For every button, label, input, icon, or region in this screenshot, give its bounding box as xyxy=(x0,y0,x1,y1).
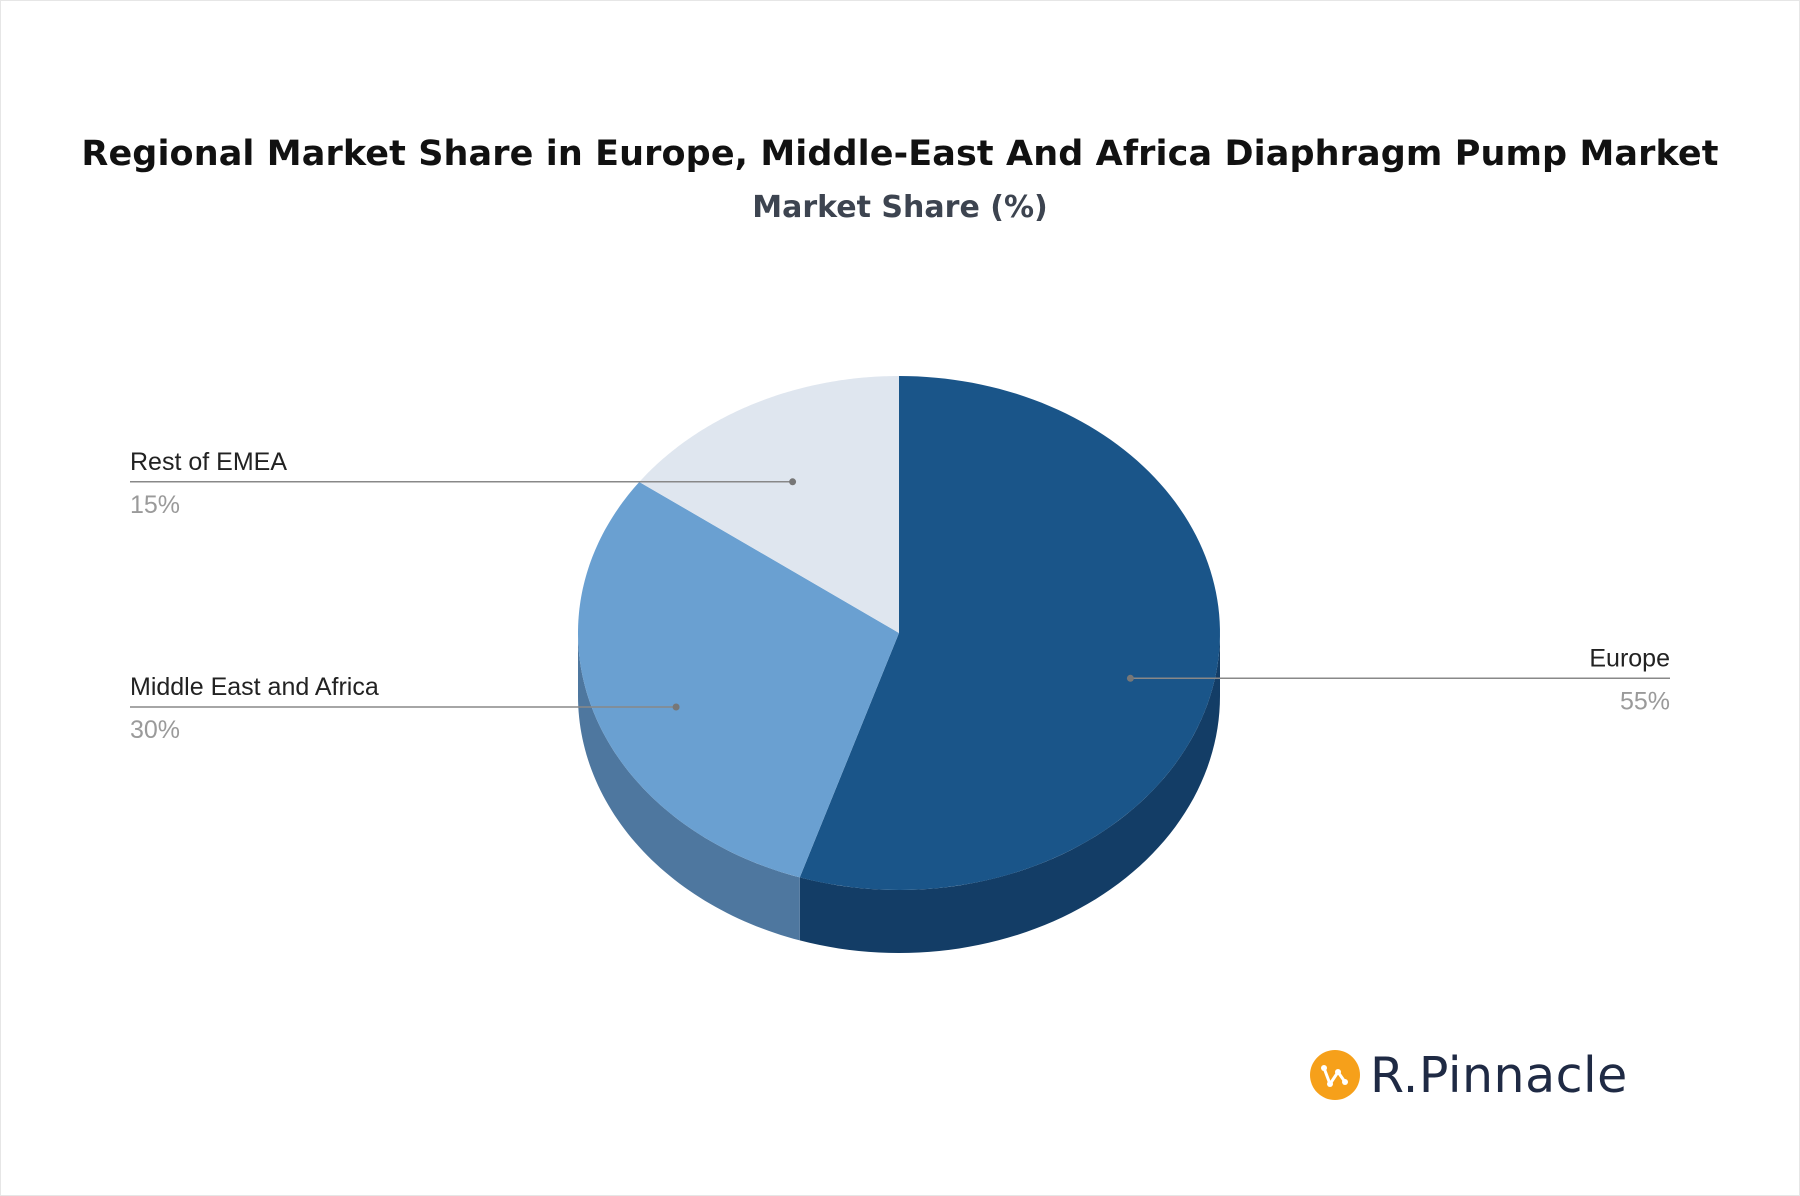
brand-name: R.Pinnacle xyxy=(1370,1046,1628,1104)
slice-label-rest-of-emea: Rest of EMEA xyxy=(130,448,287,476)
brand-badge-icon xyxy=(1310,1050,1360,1100)
pie-side-europe xyxy=(799,633,1220,953)
leader-dot-rest-of-emea xyxy=(789,478,797,486)
slice-label-middle-east-and-africa: Middle East and Africa xyxy=(130,673,379,701)
leader-dot-europe xyxy=(1126,674,1134,682)
pie-labels: Europe 55% Middle East and Africa 30% Rest o… xyxy=(130,448,1670,744)
pie-slice-rest-of-emea[interactable] xyxy=(639,376,899,633)
chart-line-icon xyxy=(1321,1065,1348,1087)
pie-side-middle-east-and-africa xyxy=(578,633,800,941)
slice-value-rest-of-emea: 15% xyxy=(130,491,180,519)
chart-subtitle: Market Share (%) xyxy=(752,190,1048,225)
leader-dot-middle-east-and-africa xyxy=(672,703,680,711)
pie-slice-middle-east-and-africa[interactable] xyxy=(578,481,899,878)
brand-logo: R.Pinnacle xyxy=(1310,1040,1628,1110)
slice-label-europe: Europe xyxy=(1589,644,1670,672)
slice-value-middle-east-and-africa: 30% xyxy=(130,716,180,744)
pie-tops xyxy=(578,376,1220,890)
chart-title: Regional Market Share in Europe, Middle-… xyxy=(81,134,1719,174)
pie-sides xyxy=(578,633,1220,953)
slice-value-europe: 55% xyxy=(1620,687,1670,715)
pie-slice-europe[interactable] xyxy=(799,376,1220,890)
